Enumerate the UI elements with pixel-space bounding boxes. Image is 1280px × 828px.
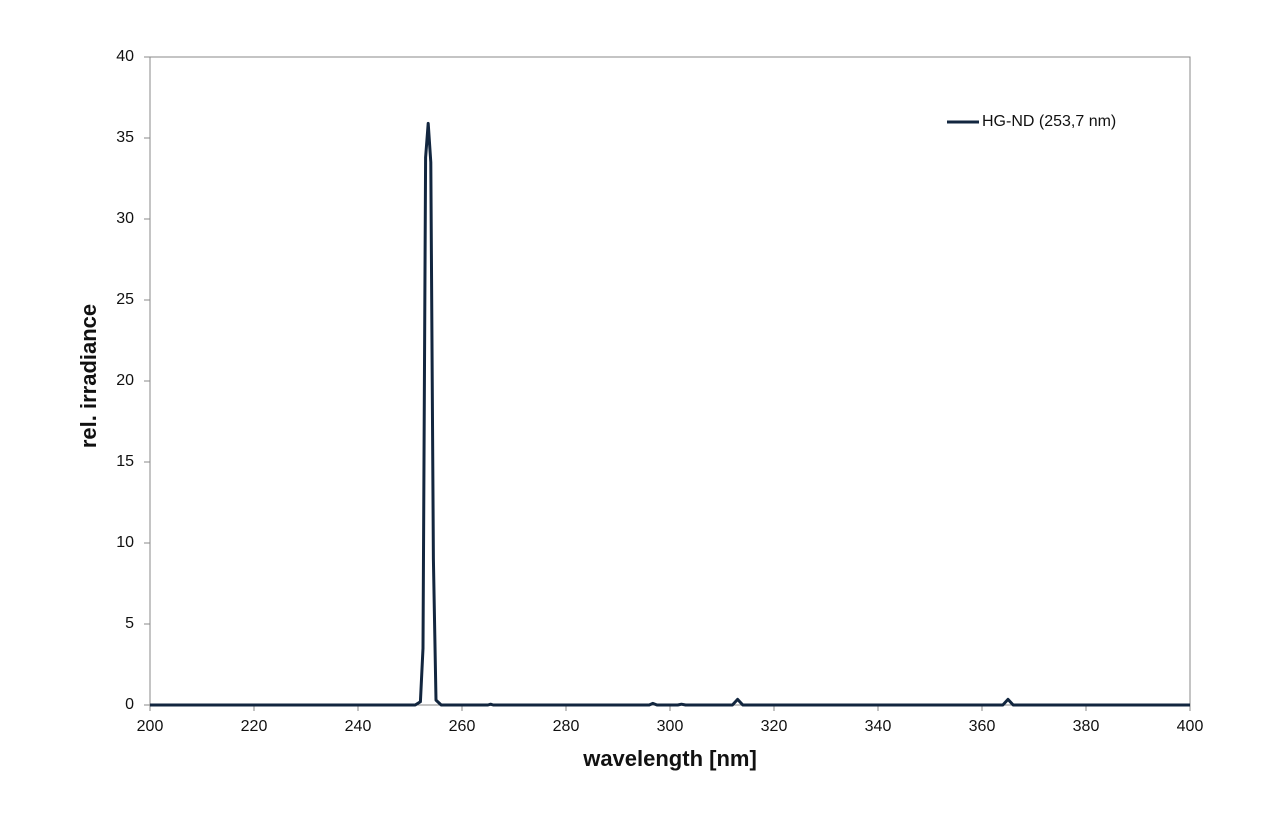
x-tick-label: 320: [761, 718, 788, 735]
y-tick-label: 10: [116, 534, 134, 551]
plot-frame: [149, 56, 1191, 706]
y-tick-label: 35: [116, 129, 134, 146]
x-tick-label: 280: [553, 718, 580, 735]
x-tick-label: 200: [137, 718, 164, 735]
x-tick-label: 400: [1177, 718, 1204, 735]
x-tick-label: 240: [345, 718, 372, 735]
y-tick-label: 0: [125, 696, 134, 713]
x-tick-label: 260: [449, 718, 476, 735]
y-tick-label: 15: [116, 453, 134, 470]
legend-label: HG-ND (253,7 nm): [982, 113, 1116, 130]
x-tick-label: 360: [969, 718, 996, 735]
y-tick-label: 5: [125, 615, 134, 632]
y-axis-title: rel. irradiance: [76, 304, 101, 448]
y-tick-label: 20: [116, 372, 134, 389]
y-tick-label: 40: [116, 48, 134, 65]
x-tick-label: 300: [657, 718, 684, 735]
y-tick-label: 25: [116, 291, 134, 308]
y-tick-label: 30: [116, 210, 134, 227]
x-tick-label: 340: [865, 718, 892, 735]
x-tick-label: 220: [241, 718, 268, 735]
series-line: [150, 121, 1190, 707]
x-axis-title: wavelength [nm]: [582, 746, 757, 771]
x-tick-label: 380: [1073, 718, 1100, 735]
